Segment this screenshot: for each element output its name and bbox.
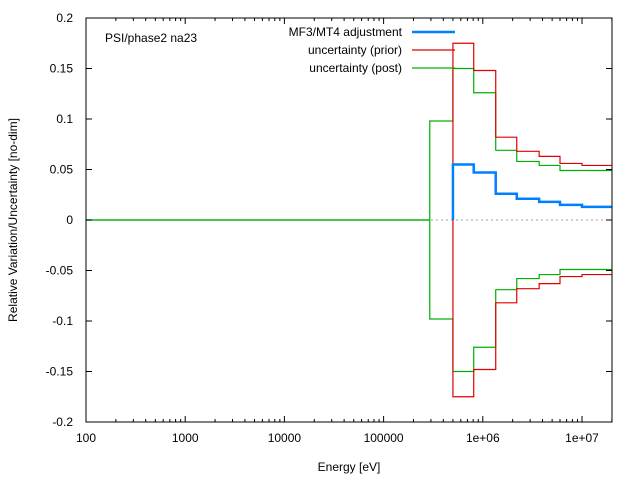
- legend: MF3/MT4 adjustment uncertainty (prior) unc…: [289, 25, 455, 75]
- series-mf3-mt4-adjustment: [451, 163, 612, 220]
- x-tick-label: 100: [76, 431, 96, 445]
- y-tick-label: 0.15: [50, 62, 74, 76]
- x-tick-label: 1e+07: [565, 431, 599, 445]
- y-tick-label: 0.05: [50, 163, 74, 177]
- plot-annotation: PSI/phase2 na23: [105, 31, 197, 45]
- y-axis-label: Relative Variation/Uncertainty [no-dim]: [6, 118, 20, 322]
- x-tick-label: 1000: [172, 431, 199, 445]
- y-tick-label: 0.2: [56, 11, 73, 25]
- y-tick-label: 0: [66, 213, 73, 227]
- x-tick-label: 100000: [364, 431, 404, 445]
- y-tick-label: 0.1: [56, 112, 73, 126]
- y-tick-label: -0.15: [46, 365, 74, 379]
- x-tick-label: 1e+06: [466, 431, 500, 445]
- x-axis-label: Energy [eV]: [318, 460, 381, 474]
- legend-label: uncertainty (prior): [308, 43, 402, 57]
- legend-label: uncertainty (post): [309, 61, 402, 75]
- x-tick-label: 10000: [268, 431, 302, 445]
- series-uncertainty-prior-upper: [452, 42, 612, 220]
- y-tick-label: -0.2: [52, 415, 73, 429]
- y-tick-label: -0.05: [46, 264, 74, 278]
- legend-label: MF3/MT4 adjustment: [289, 25, 403, 39]
- series-uncertainty-prior-lower: [452, 220, 612, 398]
- y-tick-label: -0.1: [52, 314, 73, 328]
